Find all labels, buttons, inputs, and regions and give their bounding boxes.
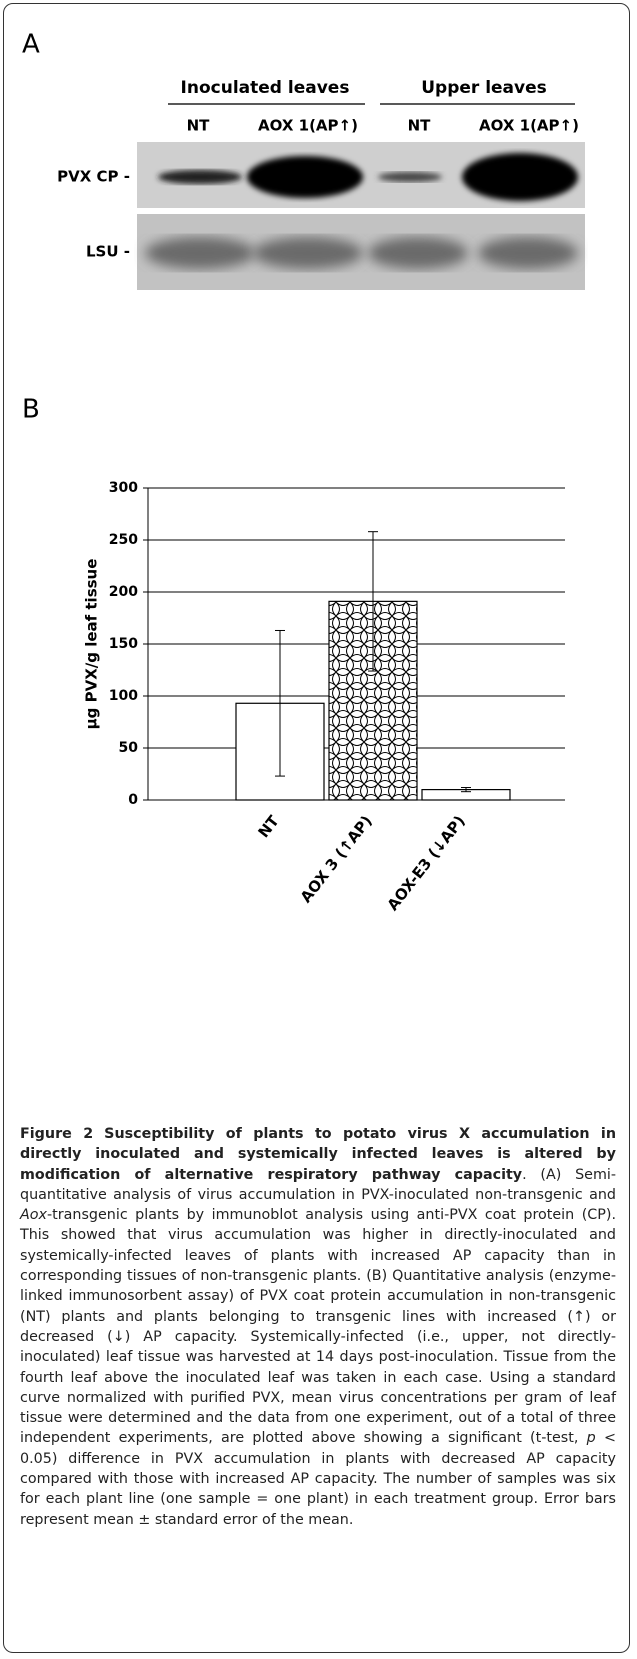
caption-label: Figure 2 [20, 1126, 94, 1142]
figure-frame [3, 3, 630, 1653]
blot-image [137, 142, 585, 208]
blot-group: Upper leaves [421, 78, 547, 98]
y-tick-label: 0 [128, 792, 138, 808]
caption-body: < 0.05) difference in PVX accumulation i… [20, 1430, 616, 1528]
blot-group: Inoculated leaves [181, 78, 350, 98]
caption-title: Susceptibility of plants to potato virus… [20, 1126, 616, 1183]
error-bar [461, 787, 471, 793]
x-tick-label: AOX 3 (↑AP) [297, 812, 376, 906]
y-tick-label: 150 [109, 636, 138, 652]
panel-label: B [22, 395, 40, 425]
y-tick-label: 250 [109, 532, 138, 548]
error-bar [368, 531, 378, 672]
lane-label: NT [408, 117, 432, 135]
caption: Figure 2 Susceptibility of plants to pot… [20, 1124, 616, 1530]
y-tick-label: 300 [109, 480, 138, 496]
lane-label: NT [187, 117, 211, 135]
caption-body: Aox [20, 1207, 47, 1224]
blot-image [137, 214, 585, 290]
y-axis-label: µg PVX/g leaf tissue [83, 559, 101, 730]
caption-text: Figure 2 Susceptibility of plants to pot… [20, 1124, 616, 1530]
figure: A B Inoculated leaves Upper leaves NT AO… [22, 30, 585, 914]
y-tick-label: 100 [109, 688, 138, 704]
x-tick-label: AOX-E3 (↓AP) [384, 812, 469, 914]
lane-label: AOX 1(AP↑) [479, 117, 579, 135]
blot-row-label: PVX CP - [57, 168, 130, 186]
error-bar [275, 629, 285, 777]
x-tick-label: NT [254, 812, 283, 842]
caption-body: . (A) Semi-quantitative analysis of viru… [20, 1166, 617, 1203]
y-tick-label: 50 [119, 740, 139, 756]
lane-label: AOX 1(AP↑) [258, 117, 358, 135]
panel-label: A [22, 30, 40, 60]
caption-body: -transgenic plants by immunoblot analysi… [20, 1207, 616, 1447]
blot-row-label: LSU - [86, 243, 130, 261]
y-tick-label: 200 [109, 584, 138, 600]
caption-body: p [586, 1430, 596, 1447]
